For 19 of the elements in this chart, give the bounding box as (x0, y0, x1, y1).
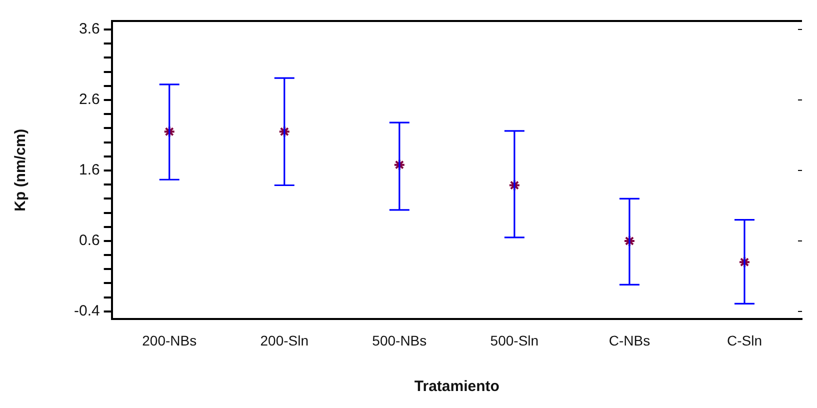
point (623, 234, 636, 247)
x-tick-label: 500-Sln (490, 332, 539, 348)
point (278, 126, 290, 138)
x-tick-label: 500-NBs (372, 332, 427, 348)
y-axis-title: Kp (nm/cm) (12, 128, 30, 212)
y-tick-label: 1.6 (78, 162, 100, 179)
x-tick-label: 200-NBs (142, 332, 197, 348)
x-tick-label: C-NBs (608, 332, 650, 348)
y-tick-label: 0.6 (78, 232, 100, 250)
y-tick-label: 2.6 (78, 91, 100, 108)
x-axis-title: Tratamiento (414, 378, 500, 396)
x-tick-label: 200-Sln (260, 332, 309, 348)
point (393, 158, 406, 171)
y-tick-label: -0.4 (74, 302, 100, 320)
point (163, 126, 176, 138)
point (738, 256, 750, 268)
y-tick-label: 3.6 (78, 20, 100, 38)
point (508, 179, 520, 192)
x-tick-label: C-Sln (726, 332, 762, 348)
